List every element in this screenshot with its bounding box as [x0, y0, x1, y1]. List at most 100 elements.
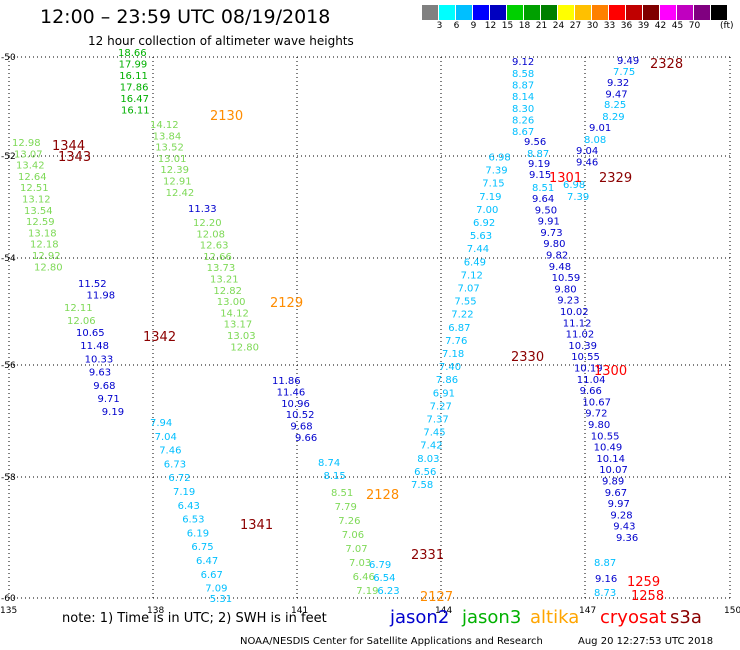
wave-height-value: 9.80 — [554, 284, 576, 295]
color-scale-unit: (ft) — [720, 21, 734, 31]
wave-height-value: 9.56 — [524, 137, 546, 148]
wave-height-value: 8.03 — [417, 454, 439, 465]
wave-height-value: 10.14 — [596, 454, 625, 465]
wave-height-value: 9.68 — [93, 381, 115, 392]
wave-height-value: 9.71 — [98, 394, 120, 405]
track-time-label: 2127 — [420, 590, 453, 605]
wave-height-value: 9.73 — [540, 228, 562, 239]
wave-height-value: 6.53 — [182, 515, 204, 526]
wave-height-value: 9.16 — [595, 574, 617, 585]
wave-height-value: 11.98 — [87, 291, 116, 302]
wave-height-value: 16.11 — [119, 71, 148, 82]
wave-height-value: 13.00 — [217, 297, 246, 308]
wave-height-value: 7.40 — [439, 362, 461, 373]
wave-height-value: 12.06 — [67, 316, 96, 327]
color-scale-swatch — [473, 5, 490, 20]
wave-height-value: 11.86 — [272, 376, 301, 387]
wave-height-value: 12.11 — [64, 303, 93, 314]
track-time-label: 1344 — [52, 139, 85, 154]
wave-height-value: 11.46 — [277, 387, 306, 398]
wave-height-value: 9.72 — [585, 409, 607, 420]
color-scale-swatch — [575, 5, 592, 20]
latitude-tick-label: -54 — [1, 254, 16, 264]
wave-height-value: 13.52 — [155, 143, 184, 154]
wave-height-value: 8.30 — [512, 104, 534, 115]
footer-timestamp: Aug 20 12:27:53 UTC 2018 — [578, 636, 714, 647]
wave-height-value: 6.91 — [433, 388, 455, 399]
color-scale-label: 33 — [603, 21, 616, 31]
wave-height-value: 9.36 — [616, 533, 638, 544]
wave-height-value: 13.73 — [207, 263, 236, 274]
color-scale-swatch — [422, 5, 439, 20]
latitude-tick-label: -60 — [1, 594, 16, 604]
wave-height-value: 7.42 — [420, 441, 442, 452]
wave-height-value: 9.49 — [617, 56, 639, 67]
color-scale-swatch — [711, 5, 728, 20]
wave-height-value: 12.66 — [203, 252, 232, 263]
track-time-label: 2128 — [366, 488, 399, 503]
wave-height-value: 7.45 — [423, 428, 445, 439]
wave-height-value: 6.98 — [489, 153, 511, 164]
wave-height-value: 9.15 — [529, 170, 551, 181]
wave-height-value: 9.67 — [605, 488, 627, 499]
wave-height-value: 8.74 — [318, 458, 340, 469]
wave-height-value: 13.21 — [210, 275, 239, 286]
color-scale-swatch — [558, 5, 575, 20]
wave-height-value: 9.91 — [538, 217, 560, 228]
wave-height-value: 14.12 — [220, 308, 249, 319]
wave-height-value: 6.98 — [563, 180, 585, 191]
wave-height-value: 7.22 — [451, 310, 473, 321]
wave-height-value: 9.12 — [512, 57, 534, 68]
wave-height-value: 10.39 — [568, 341, 597, 352]
wave-height-value: 9.89 — [602, 477, 624, 488]
wave-height-value: 7.37 — [427, 415, 449, 426]
wave-height-value: 7.46 — [159, 446, 181, 457]
wave-height-value: 7.07 — [345, 544, 367, 555]
wave-height-value: 6.19 — [187, 528, 209, 539]
longitude-tick-label: 138 — [147, 606, 164, 616]
wave-height-value: 10.52 — [286, 410, 315, 421]
wave-height-value: 13.01 — [158, 154, 187, 165]
wave-height-value: 5.31 — [210, 594, 232, 605]
wave-height-value: 9.47 — [605, 89, 627, 100]
wave-height-value: 9.19 — [528, 159, 550, 170]
wave-height-value: 7.58 — [411, 480, 433, 491]
color-scale-label: 39 — [637, 21, 650, 31]
footer-credit: NOAA/NESDIS Center for Satellite Applica… — [240, 636, 543, 647]
color-scale-label: 9 — [470, 21, 477, 31]
wave-height-value: 12.18 — [30, 240, 59, 251]
color-scale-label: 30 — [586, 21, 599, 31]
wave-height-value: 6.79 — [369, 560, 391, 571]
color-scale-swatch — [439, 5, 456, 20]
wave-height-value: 6.47 — [196, 556, 218, 567]
track-time-label: 2328 — [650, 57, 683, 72]
wave-height-value: 13.03 — [227, 331, 256, 342]
wave-height-value: 16.11 — [121, 106, 150, 117]
wave-height-value: 7.15 — [482, 179, 504, 190]
wave-height-value: 12.42 — [166, 188, 195, 199]
wave-height-value: 6.73 — [164, 459, 186, 470]
longitude-tick-label: 141 — [291, 606, 308, 616]
wave-height-value: 6.54 — [373, 573, 395, 584]
wave-height-value: 9.64 — [532, 194, 554, 205]
color-scale-swatch — [677, 5, 694, 20]
color-scale-bar — [422, 5, 728, 20]
wave-height-value: 10.02 — [560, 307, 589, 318]
wave-height-value: 6.43 — [178, 501, 200, 512]
wave-height-value: 11.02 — [566, 330, 595, 341]
wave-height-value: 9.80 — [588, 420, 610, 431]
wave-height-value: 9.43 — [613, 522, 635, 533]
wave-height-value: 12.82 — [213, 286, 242, 297]
color-scale-label: 3 — [436, 21, 443, 31]
wave-height-value: 12.08 — [196, 229, 225, 240]
track-time-label: 2329 — [599, 171, 632, 186]
wave-height-value: 6.56 — [414, 467, 436, 478]
wave-height-value: 10.19 — [574, 364, 603, 375]
wave-height-value: 7.12 — [461, 270, 483, 281]
wave-height-value: 8.73 — [594, 588, 616, 599]
wave-height-value: 12.80 — [230, 342, 259, 353]
wave-height-value: 8.29 — [602, 112, 624, 123]
wave-height-value: 11.12 — [563, 318, 592, 329]
